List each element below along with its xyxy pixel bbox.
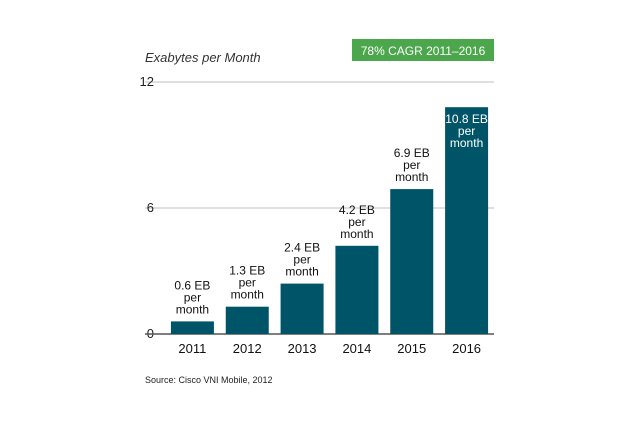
data-label: 10.8 EB — [445, 112, 488, 126]
data-label: month — [395, 170, 428, 184]
data-label: per — [239, 276, 256, 290]
data-label: 1.3 EB — [229, 264, 265, 278]
y-tick-label: 6 — [147, 200, 154, 215]
data-label: month — [176, 302, 209, 316]
data-label: per — [458, 124, 475, 138]
x-tick-label: 2013 — [288, 341, 317, 356]
data-label: month — [231, 288, 264, 302]
bar — [335, 245, 379, 334]
data-label: per — [403, 158, 420, 172]
data-label: per — [348, 215, 365, 229]
x-tick-label: 2015 — [397, 341, 426, 356]
bar — [445, 107, 489, 334]
data-label: 6.9 EB — [394, 146, 430, 160]
cagr-badge-label: 78% CAGR 2011–2016 — [361, 44, 486, 58]
source-note: Source: Cisco VNI Mobile, 2012 — [145, 375, 273, 385]
data-label: month — [450, 136, 483, 150]
bar — [170, 321, 214, 334]
bar — [390, 189, 434, 334]
x-tick-label: 2014 — [342, 341, 371, 356]
y-axis-title: Exabytes per Month — [145, 50, 261, 65]
x-tick-label: 2016 — [452, 341, 481, 356]
data-label: month — [340, 227, 373, 241]
y-tick-label: 12 — [140, 74, 154, 89]
data-label: per — [184, 290, 201, 304]
x-tick-label: 2011 — [178, 341, 206, 356]
data-label: month — [285, 265, 318, 279]
data-label: 0.6 EB — [174, 278, 210, 292]
cagr-badge — [352, 39, 494, 61]
bar — [280, 283, 324, 334]
data-label: 2.4 EB — [284, 241, 320, 255]
x-tick-label: 2012 — [233, 341, 262, 356]
data-label: per — [293, 253, 310, 267]
data-label: 4.2 EB — [339, 203, 375, 217]
bar — [225, 306, 269, 334]
